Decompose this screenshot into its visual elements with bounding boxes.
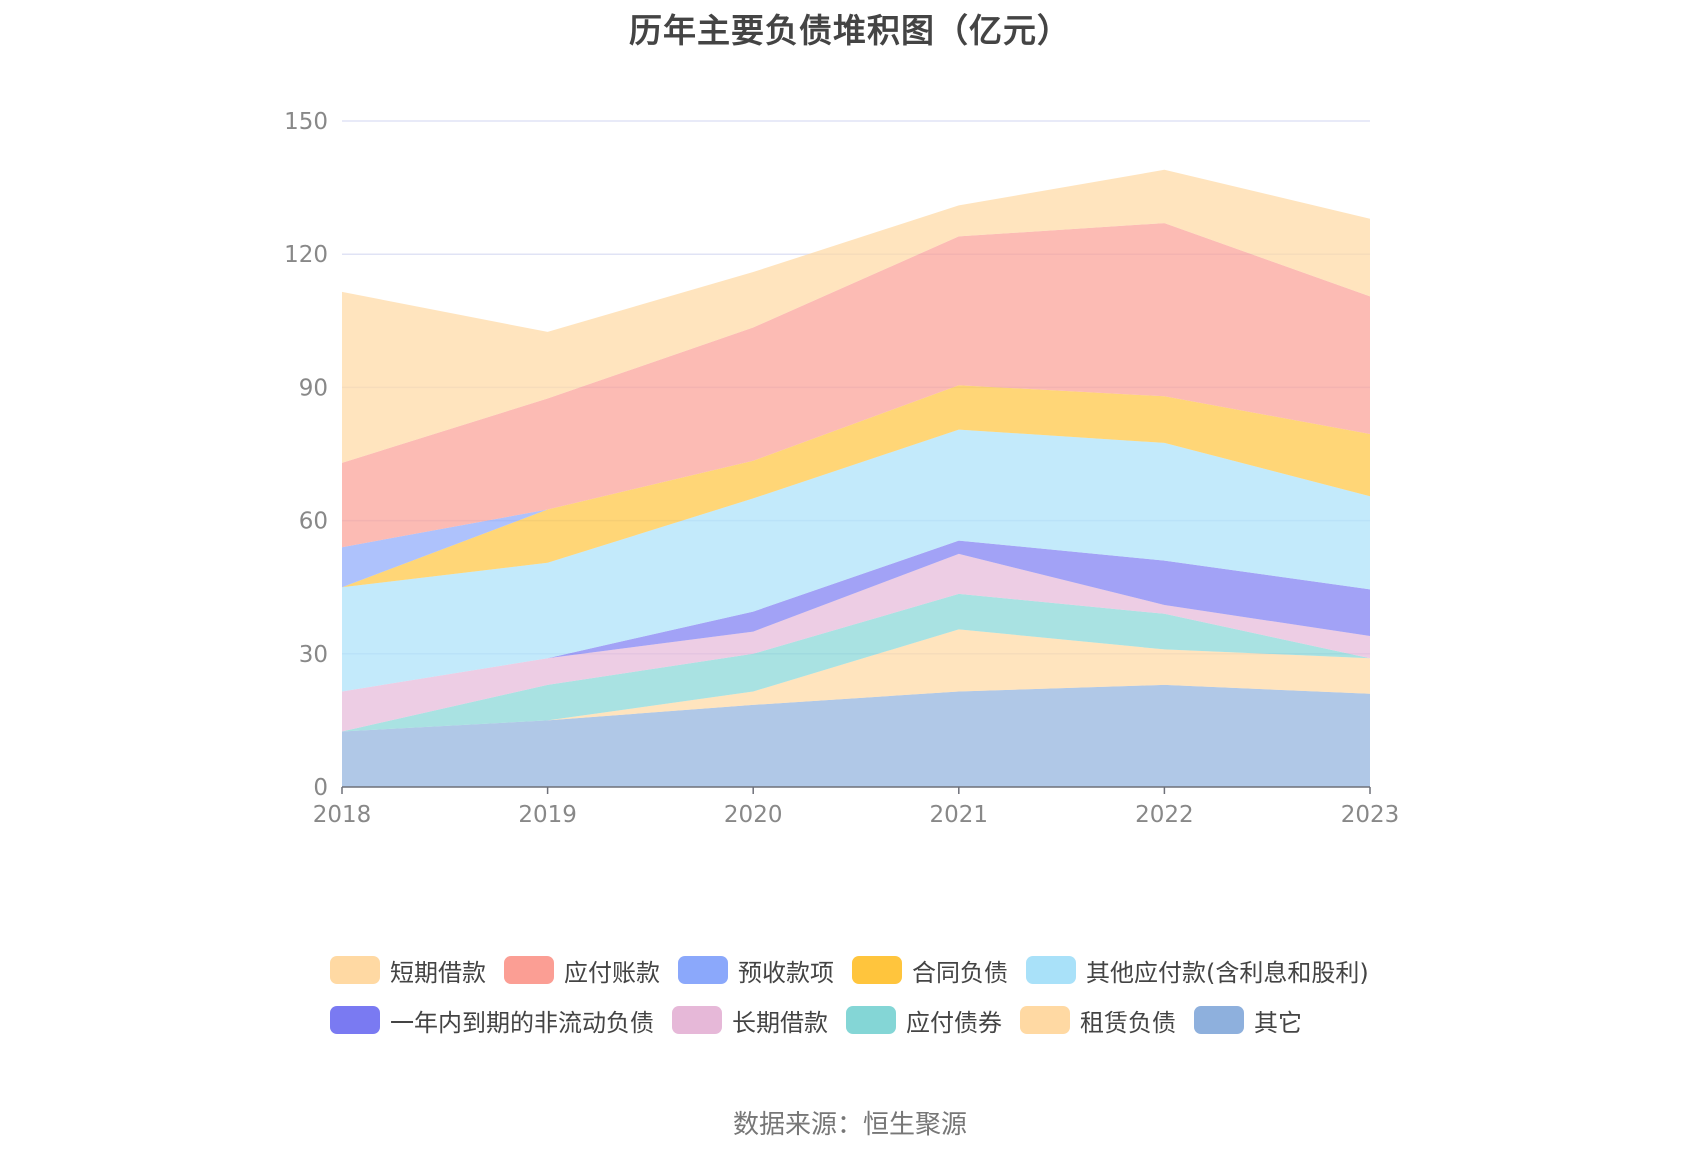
- area-series-5: [342, 540, 1370, 692]
- chart-title: 历年主要负债堆积图（亿元）: [629, 11, 1071, 50]
- x-tick-label: 2018: [313, 802, 372, 828]
- area-series-9: [342, 223, 1370, 548]
- legend-label: 一年内到期的非流动负债: [390, 1008, 654, 1037]
- legend-label: 其它: [1254, 1008, 1302, 1037]
- x-tick-label: 2021: [930, 802, 989, 828]
- area-series-10: [342, 169, 1370, 463]
- legend-item[interactable]: 应付债券: [846, 1003, 1002, 1038]
- legend-label: 租赁负债: [1080, 1008, 1176, 1037]
- y-tick-label: 30: [299, 642, 328, 668]
- legend-item[interactable]: 一年内到期的非流动负债: [330, 1003, 654, 1038]
- y-tick-labels: 0 30 60 90 120 150: [284, 109, 328, 801]
- area-series-1: [342, 684, 1370, 787]
- legend-swatch: [1020, 1006, 1070, 1034]
- legend: 短期借款 应付账款 预收款项 合同负债 其他应付款(含利息和股利) 一年内到期的非流动负债…: [330, 952, 1430, 1052]
- x-tick-label: 2020: [724, 802, 783, 828]
- legend-item[interactable]: 长期借款: [672, 1003, 828, 1038]
- y-tick-label: 120: [284, 242, 328, 268]
- area-series-3: [342, 593, 1370, 732]
- legend-item[interactable]: 租赁负债: [1020, 1003, 1176, 1038]
- legend-item[interactable]: 应付账款: [504, 953, 660, 988]
- legend-label: 合同负债: [912, 958, 1008, 987]
- legend-row: 短期借款 应付账款 预收款项 合同负债 其他应付款(含利息和股利): [330, 952, 1430, 988]
- x-tick-label: 2022: [1135, 802, 1194, 828]
- axes: [341, 786, 1371, 794]
- legend-swatch: [846, 1006, 896, 1034]
- x-tick-label: 2019: [518, 802, 577, 828]
- legend-swatch: [1194, 1006, 1244, 1034]
- legend-item[interactable]: 合同负债: [852, 953, 1008, 988]
- legend-swatch: [330, 1006, 380, 1034]
- y-tick-label: 90: [299, 375, 328, 401]
- legend-swatch: [504, 956, 554, 984]
- legend-swatch: [672, 1006, 722, 1034]
- area-series-6: [342, 429, 1370, 692]
- legend-label: 预收款项: [738, 958, 834, 987]
- x-tick-label: 2023: [1341, 802, 1400, 828]
- area-series-2: [342, 629, 1370, 732]
- legend-row: 一年内到期的非流动负债 长期借款 应付债券 租赁负债 其它: [330, 1002, 1430, 1038]
- y-tick-label: 60: [299, 509, 328, 535]
- area-series-4: [342, 553, 1370, 732]
- x-tick-labels: 2018 2019 2020 2021 2022 2023: [313, 802, 1400, 828]
- legend-swatch: [678, 956, 728, 984]
- area-series-layer: [342, 169, 1370, 787]
- legend-swatch: [852, 956, 902, 984]
- legend-label: 长期借款: [732, 1008, 828, 1037]
- y-tick-label: 150: [284, 109, 328, 135]
- legend-item[interactable]: 预收款项: [678, 953, 834, 988]
- legend-label: 短期借款: [390, 958, 486, 987]
- legend-item[interactable]: 其他应付款(含利息和股利): [1026, 953, 1369, 988]
- legend-label: 应付债券: [906, 1008, 1002, 1037]
- legend-item[interactable]: 短期借款: [330, 953, 486, 988]
- legend-swatch: [1026, 956, 1076, 984]
- legend-item[interactable]: 其它: [1194, 1003, 1302, 1038]
- data-source-note: 数据来源：恒生聚源: [732, 1110, 967, 1140]
- legend-label: 其他应付款(含利息和股利): [1086, 958, 1369, 987]
- legend-swatch: [330, 956, 380, 984]
- legend-label: 应付账款: [564, 958, 660, 987]
- y-tick-label: 0: [313, 775, 328, 801]
- area-series-7: [342, 385, 1370, 588]
